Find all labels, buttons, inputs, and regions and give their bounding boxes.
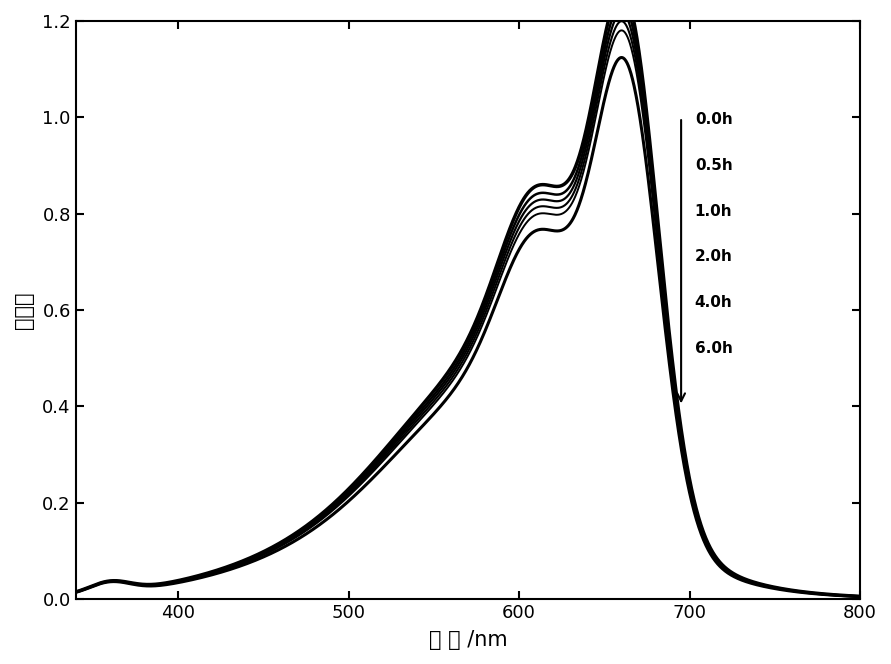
Y-axis label: 吸光度: 吸光度 [14,291,34,329]
Text: 4.0h: 4.0h [695,295,732,310]
Text: 2.0h: 2.0h [695,250,732,264]
Text: 1.0h: 1.0h [695,204,732,218]
X-axis label: 波 长 /nm: 波 长 /nm [429,630,507,650]
Text: 0.0h: 0.0h [695,112,732,127]
Text: 0.5h: 0.5h [695,158,732,173]
Text: 6.0h: 6.0h [695,341,732,356]
